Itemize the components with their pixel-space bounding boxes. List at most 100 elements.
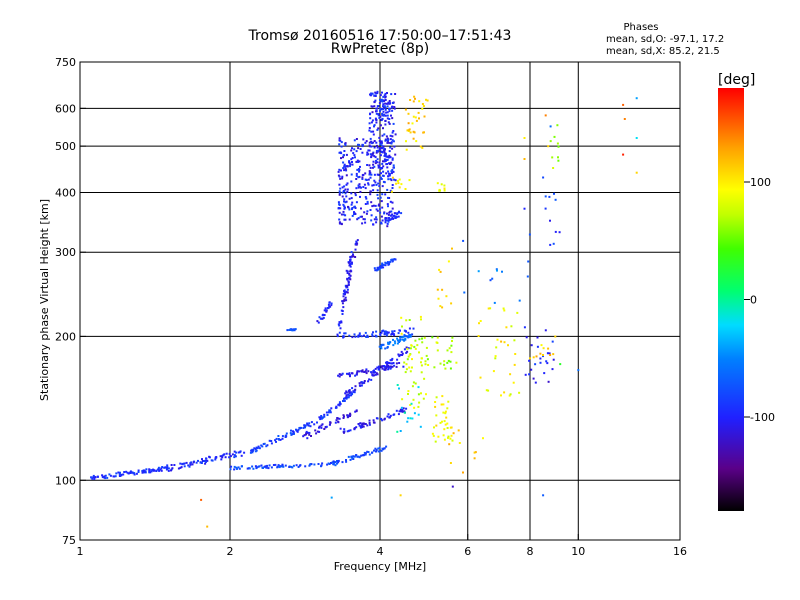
data-point [365,179,368,181]
data-point [338,192,341,195]
data-point [338,218,341,221]
data-point [415,119,418,122]
data-point [353,213,355,216]
data-point [370,378,373,381]
data-point [496,269,498,272]
data-point [345,153,348,156]
data-point [291,329,294,332]
data-point [355,201,358,204]
data-point [358,183,361,186]
data-point [383,100,386,102]
data-point [258,465,261,468]
data-point [393,340,396,343]
data-point [524,373,527,376]
data-point [386,332,389,335]
data-point [352,152,355,155]
chart-subtitle: RwPretec (8p) [331,41,429,57]
data-point [489,307,492,310]
data-point [385,217,388,220]
data-point [362,422,365,425]
data-point [310,463,313,466]
data-point [389,200,392,203]
data-point [117,471,120,474]
data-point [400,350,403,353]
data-point [361,381,364,384]
data-point [157,468,160,471]
data-point [372,189,375,192]
data-point [344,192,347,195]
data-point [409,404,412,406]
data-point [104,474,107,477]
data-point [233,468,236,471]
data-point [354,156,356,159]
data-point [324,426,327,429]
data-point [384,92,387,95]
data-point [379,196,382,199]
data-point [446,361,449,364]
data-point [546,352,549,355]
data-point [381,150,383,153]
data-point [348,218,351,221]
data-point [270,440,273,442]
data-point [318,425,321,428]
data-point [370,121,373,124]
data-point [450,434,453,437]
data-point [382,108,384,111]
data-point [339,402,341,405]
data-point [339,187,342,190]
data-point [361,369,364,372]
data-point [400,332,403,335]
data-point [239,450,242,453]
data-point [354,256,357,258]
data-point [457,429,460,432]
data-point [361,144,364,146]
data-point [390,190,393,193]
data-point [384,99,387,101]
data-point [390,366,393,369]
data-point [406,129,409,132]
data-point [411,333,414,336]
data-point [554,230,557,233]
data-point [431,432,434,435]
data-point [535,355,538,358]
data-point [376,90,379,93]
data-point [270,442,273,445]
data-point [392,362,395,364]
data-point [393,212,396,215]
data-point [389,189,392,192]
data-point [359,426,362,429]
data-point [350,270,353,273]
data-point [342,203,345,206]
data-point [270,466,273,469]
data-point [362,425,365,428]
data-point [376,173,379,176]
data-point [536,336,539,339]
data-point [382,343,385,346]
data-point [385,445,388,448]
colorbar-label: [deg] [718,72,755,88]
data-point [398,186,401,189]
data-point [346,288,349,291]
data-point [510,325,513,328]
data-point [103,476,106,479]
data-point [364,203,367,205]
data-point [376,128,379,131]
data-point [376,146,379,149]
data-point [368,170,371,173]
data-point [427,364,430,366]
data-point [367,183,370,186]
data-point [237,466,240,469]
data-point [386,92,388,94]
data-point [336,460,338,462]
data-point [540,344,543,347]
data-point [344,206,346,209]
data-point [452,432,455,435]
data-point [382,170,385,173]
data-point [343,299,345,302]
data-point [349,258,352,261]
data-point [435,424,438,427]
data-point [412,115,415,118]
data-point [349,262,352,265]
data-point [398,211,400,214]
data-point [443,428,446,431]
